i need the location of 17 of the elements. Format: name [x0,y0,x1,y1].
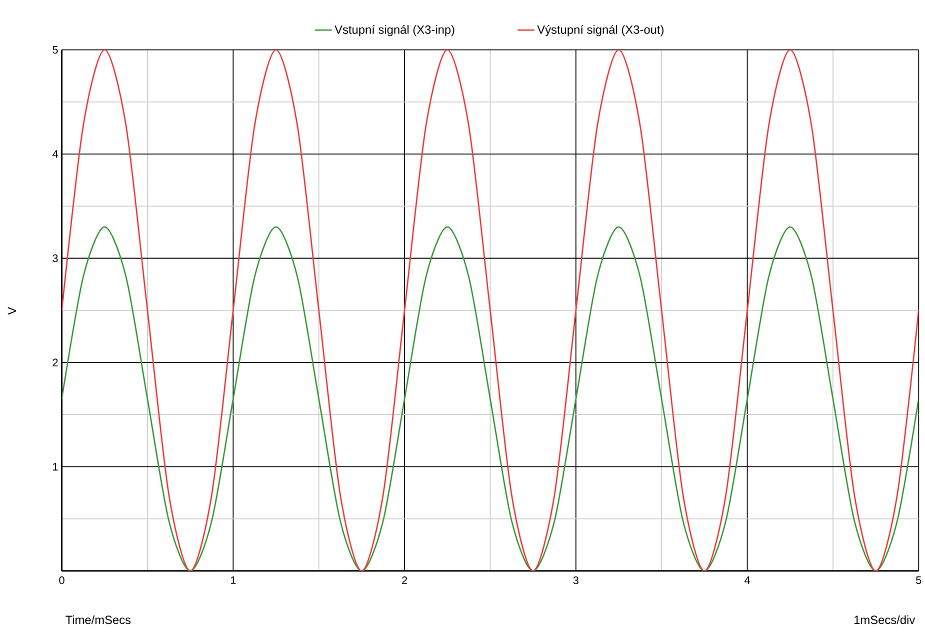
x-tick-label: 5 [916,576,922,584]
y-tick-label: 2 [52,358,58,366]
line-series [62,50,919,572]
y-axis-title: V [8,307,16,315]
legend-label: Výstupní signál (X3-out) [537,25,664,36]
x-tick-label: 0 [59,576,64,584]
x-tick-label: 3 [573,576,578,584]
y-tick-label: 3 [52,254,58,262]
x-tick-label: 2 [402,576,408,584]
x-axis-title: Time/mSecs [66,616,131,624]
text: 1mSecs/div [854,616,916,624]
y-tick-label: 1 [53,463,58,471]
y-tick-label: 5 [52,46,58,54]
legend-label: Vstupní signál (X3-inp) [334,25,454,36]
x-tick-label: 4 [744,576,750,584]
y-tick-label: 4 [52,150,58,158]
x-tick-label: 1 [230,576,236,584]
